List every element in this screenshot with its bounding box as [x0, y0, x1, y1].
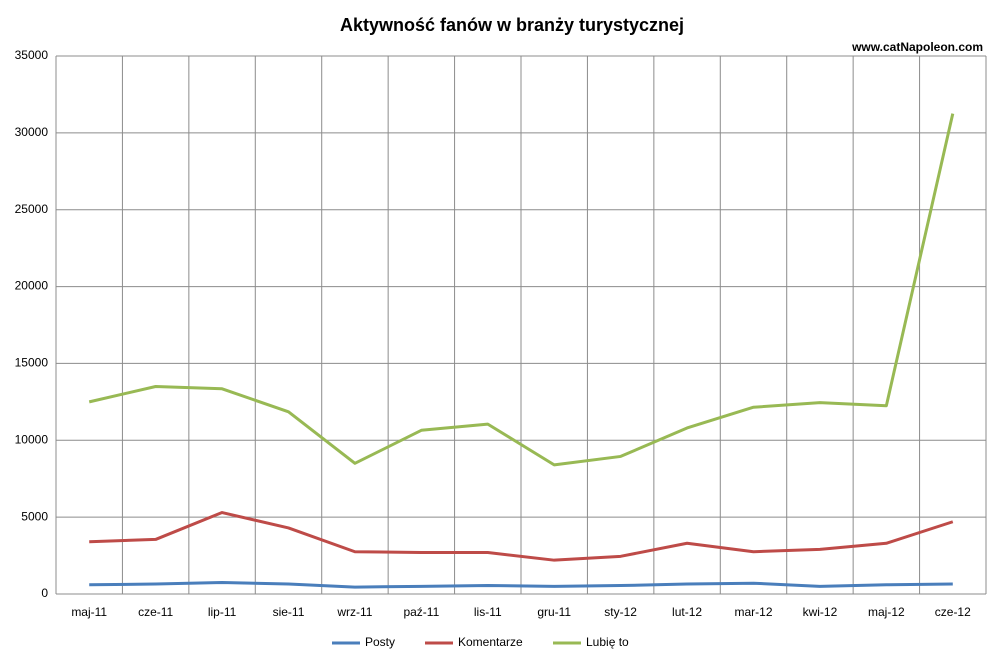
y-tick-label: 15000 — [15, 356, 49, 370]
legend-label: Lubię to — [586, 635, 629, 649]
chart-title: Aktywność fanów w branży turystycznej — [340, 15, 684, 35]
x-tick-label: kwi-12 — [803, 605, 838, 619]
y-tick-label: 0 — [41, 586, 48, 600]
x-tick-label: wrz-11 — [336, 605, 372, 619]
series-line — [89, 580, 953, 589]
y-tick-label: 5000 — [21, 509, 48, 523]
x-tick-label: lut-12 — [672, 605, 702, 619]
x-tick-label: maj-12 — [868, 605, 905, 619]
x-tick-label: paź-11 — [403, 605, 439, 619]
legend-label: Komentarze — [458, 635, 523, 649]
x-tick-label: mar-12 — [734, 605, 772, 619]
series-line — [88, 113, 955, 467]
x-tick-label: cze-12 — [935, 605, 971, 619]
annotation: www.catNapoleon.com — [851, 40, 983, 54]
y-tick-label: 10000 — [15, 432, 49, 446]
x-tick-label: cze-11 — [138, 605, 173, 619]
y-tick-label: 25000 — [15, 202, 49, 216]
y-tick-label: 35000 — [15, 48, 49, 62]
legend-label: Posty — [365, 635, 395, 649]
x-tick-label: lis-11 — [474, 605, 502, 619]
x-tick-label: gru-11 — [537, 605, 571, 619]
y-tick-label: 20000 — [15, 279, 49, 293]
x-tick-label: lip-11 — [208, 605, 237, 619]
x-tick-label: sie-11 — [273, 605, 305, 619]
series-line — [89, 511, 954, 562]
x-tick-label: sty-12 — [604, 605, 637, 619]
y-tick-label: 30000 — [15, 125, 49, 139]
x-tick-label: maj-11 — [71, 605, 107, 619]
